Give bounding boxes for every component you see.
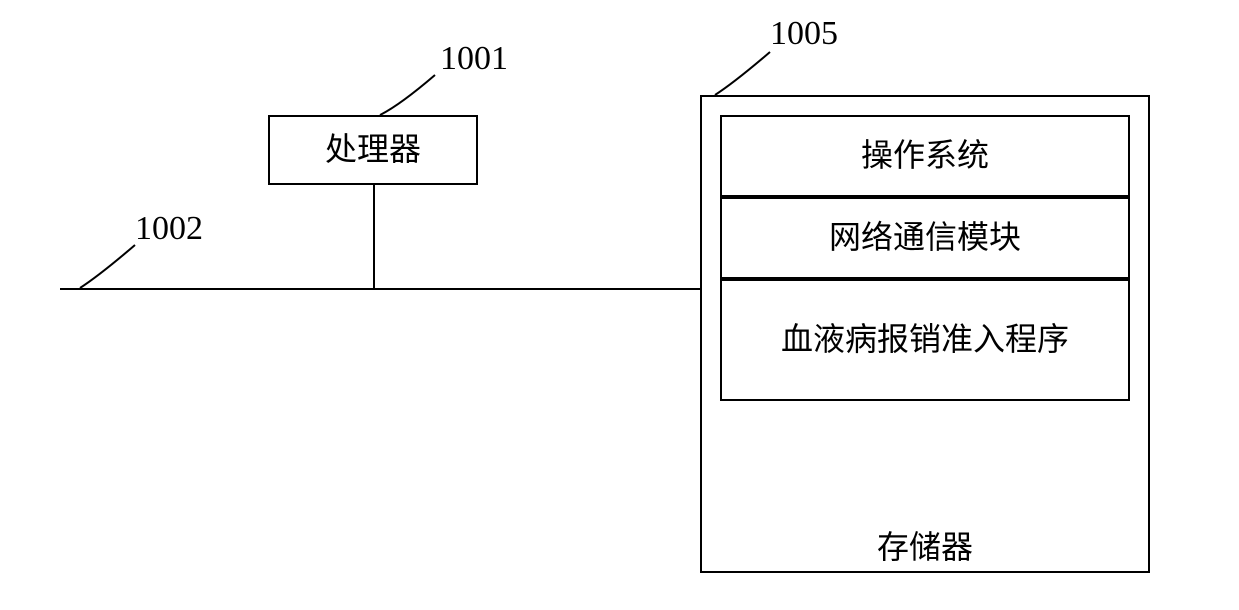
storage-row-os-text: 操作系统: [861, 135, 989, 177]
storage-row-program-text: 血液病报销准入程序: [781, 319, 1069, 361]
processor-ref-label: 1001: [440, 40, 508, 78]
diagram-canvas: 处理器 1001 1002 存储器 1005 操作系统 网络通信模块 血液病报销…: [0, 0, 1239, 610]
storage-row-program: 血液病报销准入程序: [720, 279, 1130, 401]
processor-box: 处理器: [268, 115, 478, 185]
bus-ref-label: 1002: [135, 210, 203, 248]
bus-line: [60, 288, 700, 290]
processor-text: 处理器: [325, 129, 421, 171]
bus-stub: [373, 185, 375, 288]
storage-row-os: 操作系统: [720, 115, 1130, 197]
storage-row-network: 网络通信模块: [720, 197, 1130, 279]
storage-row-network-text: 网络通信模块: [829, 217, 1021, 259]
storage-ref-label: 1005: [770, 15, 838, 53]
storage-label: 存储器: [702, 522, 1148, 568]
